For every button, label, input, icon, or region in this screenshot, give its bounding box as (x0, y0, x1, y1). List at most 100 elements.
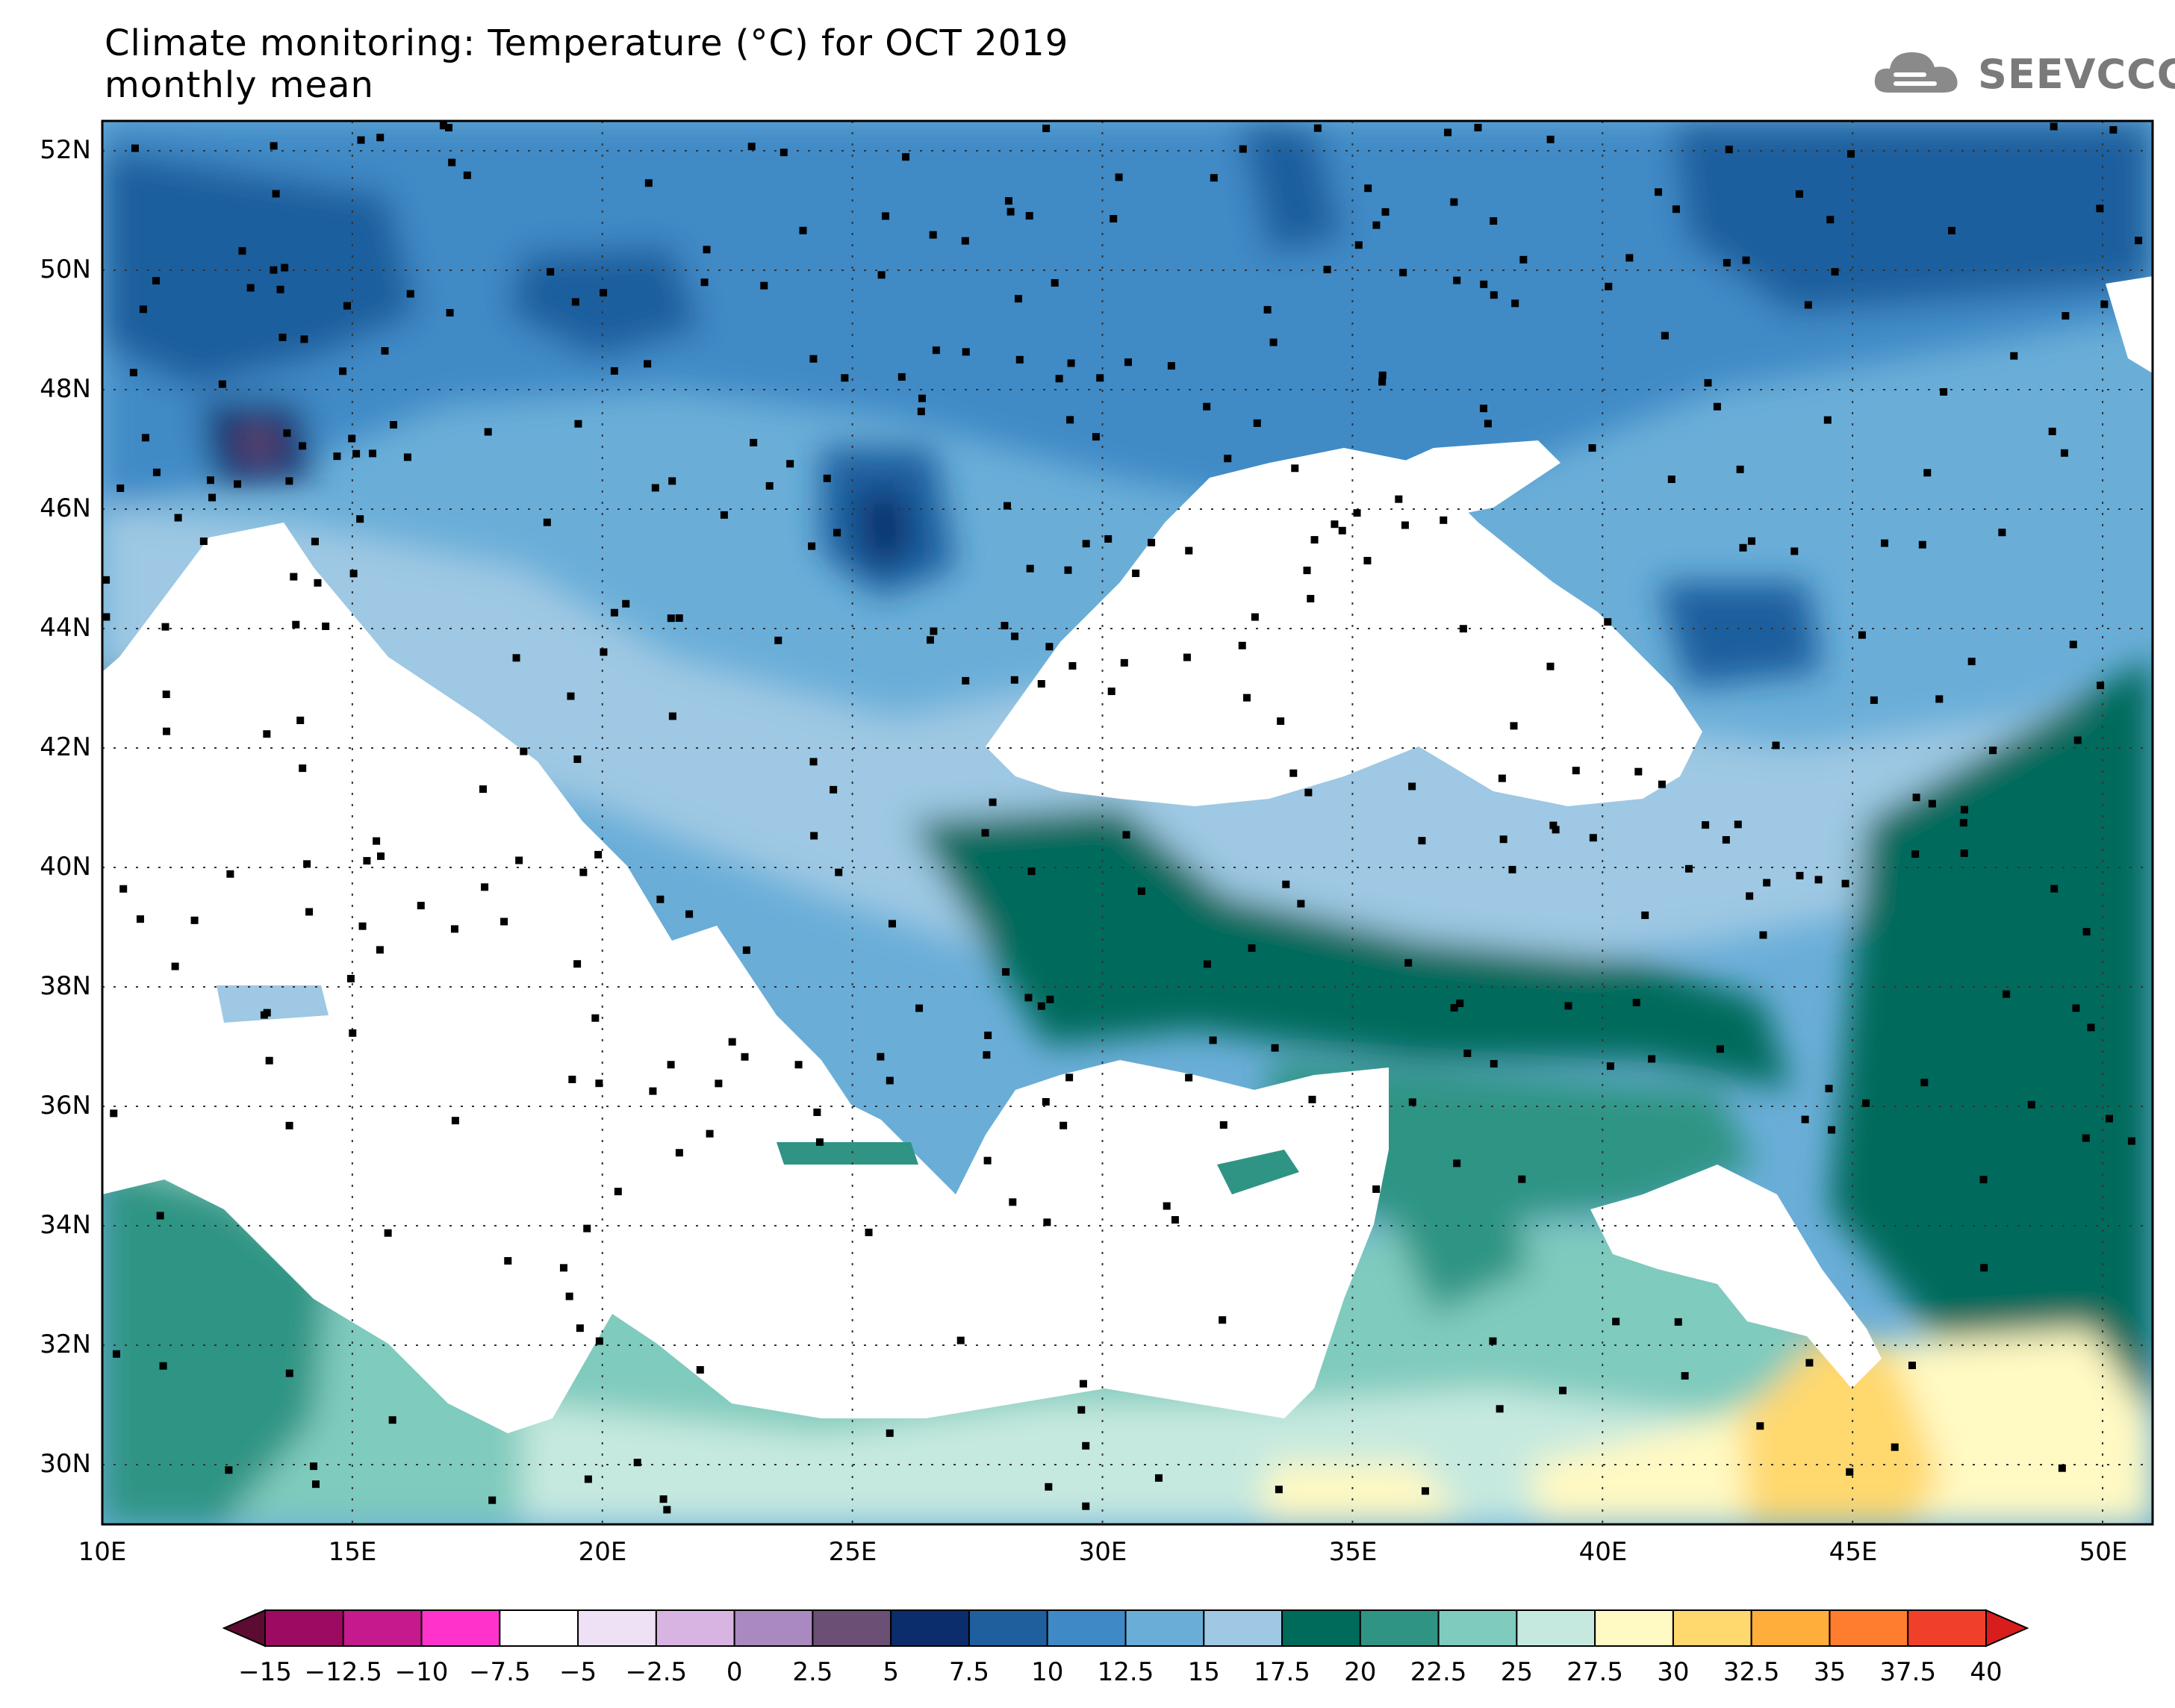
title-line-1: Climate monitoring: Temperature (°C) for… (105, 22, 1069, 64)
station-marker (1979, 1176, 1988, 1184)
lat-tick-label: 44N (40, 613, 91, 643)
station-marker (644, 179, 653, 187)
station-marker (1713, 402, 1721, 411)
station-marker (1450, 198, 1458, 206)
station-marker (1681, 1372, 1689, 1380)
station-marker (152, 468, 161, 476)
lat-tick-label: 52N (40, 135, 91, 165)
station-marker (1655, 188, 1663, 196)
station-marker (1107, 688, 1115, 696)
station-marker (1203, 402, 1211, 411)
colorbar-label: −5 (559, 1657, 597, 1687)
station-marker (1588, 444, 1596, 452)
station-marker (1042, 125, 1051, 133)
station-marker (2097, 682, 2105, 690)
station-marker (272, 190, 280, 198)
colorbar-label: 32.5 (1723, 1657, 1780, 1687)
station-marker (1756, 1422, 1764, 1430)
station-marker (1960, 849, 1968, 857)
station-marker (1242, 694, 1251, 702)
station-marker (1271, 1044, 1279, 1052)
station-marker (1648, 1055, 1656, 1063)
station-marker (961, 237, 969, 245)
station-marker (1219, 1316, 1227, 1324)
station-marker (1238, 641, 1246, 649)
station-marker (1519, 255, 1528, 264)
station-marker (1858, 631, 1866, 639)
station-marker (406, 290, 414, 298)
station-marker (377, 852, 385, 860)
station-marker (1459, 625, 1467, 633)
station-marker (1518, 1175, 1526, 1183)
station-marker (1137, 887, 1145, 895)
station-marker (283, 429, 291, 437)
station-marker (311, 1480, 320, 1489)
station-marker (1559, 1386, 1567, 1394)
station-marker (742, 946, 750, 954)
station-marker (1959, 819, 1967, 827)
station-marker (984, 1031, 992, 1039)
station-marker (1372, 1185, 1381, 1193)
lon-tick-label: 20E (579, 1537, 627, 1567)
station-marker (2082, 928, 2091, 936)
station-marker (1037, 680, 1045, 688)
station-marker (1289, 769, 1298, 777)
station-marker (1716, 1045, 1724, 1053)
station-marker (1067, 359, 1075, 367)
station-marker (1224, 455, 1232, 463)
station-marker (1015, 355, 1024, 364)
lat-tick-label: 30N (40, 1449, 91, 1479)
station-marker (1918, 540, 1926, 549)
station-marker (488, 1496, 497, 1504)
station-marker (190, 916, 199, 924)
colorbar-label: 2.5 (792, 1657, 833, 1687)
station-marker (715, 1079, 723, 1088)
station-marker (981, 829, 989, 837)
station-marker (1928, 800, 1936, 808)
colorbar-box (1437, 1609, 1518, 1647)
station-marker (234, 480, 242, 488)
station-marker (1444, 128, 1452, 137)
station-marker (1001, 622, 1009, 630)
station-marker (897, 373, 906, 381)
station-marker (102, 613, 111, 621)
station-marker (1911, 850, 1920, 858)
station-marker (376, 946, 384, 954)
station-marker (119, 885, 128, 893)
colorbar-box (968, 1609, 1048, 1647)
station-marker (1967, 658, 1976, 666)
lat-tick-label: 48N (40, 374, 91, 404)
station-marker (2010, 352, 2018, 360)
station-marker (1847, 150, 1855, 158)
station-marker (348, 434, 356, 443)
seevccc-logo: SEEVCCC (1866, 40, 2175, 107)
station-marker (1055, 375, 1063, 383)
station-marker (112, 1350, 120, 1358)
station-marker (1304, 788, 1313, 797)
station-marker (2058, 1464, 2066, 1472)
station-marker (463, 171, 471, 179)
colorbar-labels: −15 −12.5 −10 −7.5 −5 −2.5 0 2.5 5 7.5 10 12.5 15 17.… (238, 1657, 2003, 1687)
colorbar-box (1516, 1609, 1596, 1647)
station-marker (1282, 880, 1290, 888)
station-marker (881, 212, 889, 220)
station-marker (559, 1264, 567, 1272)
station-marker (1862, 1099, 1870, 1107)
station-marker (573, 755, 582, 764)
station-marker (1450, 1004, 1458, 1012)
station-marker (279, 333, 287, 341)
station-marker (1748, 537, 1756, 545)
station-marker (339, 367, 347, 375)
lat-tick-label: 34N (40, 1210, 91, 1240)
station-marker (574, 420, 582, 428)
station-marker (667, 1061, 675, 1069)
station-marker (833, 529, 841, 537)
station-marker (263, 730, 271, 738)
station-marker (1065, 1073, 1074, 1082)
station-marker (2127, 1137, 2135, 1145)
colorbar-box (890, 1609, 970, 1647)
station-marker (2062, 312, 2070, 320)
station-marker (1801, 1115, 1809, 1123)
station-marker (1104, 534, 1113, 543)
station-marker (808, 542, 816, 550)
